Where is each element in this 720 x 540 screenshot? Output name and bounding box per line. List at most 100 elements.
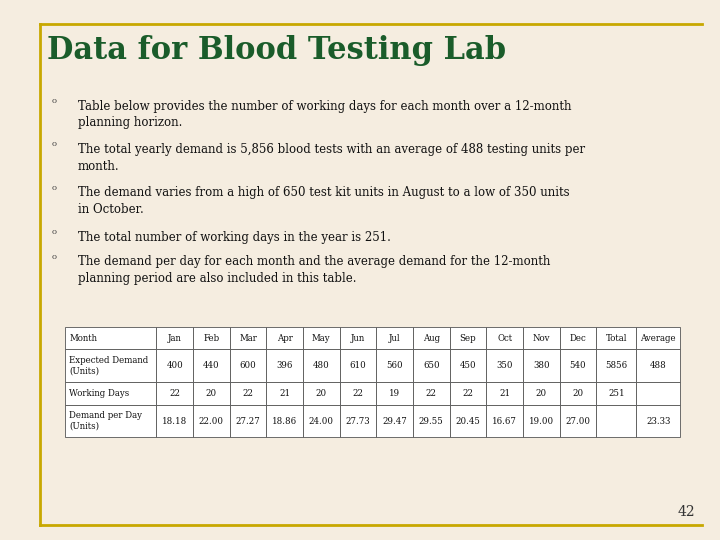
Text: 5856: 5856 <box>606 361 627 370</box>
Bar <box>449 327 486 349</box>
Text: Jan: Jan <box>168 334 181 342</box>
Bar <box>377 349 413 382</box>
Bar <box>559 349 596 382</box>
Text: 23.33: 23.33 <box>646 416 670 426</box>
Bar <box>230 349 266 382</box>
Text: 22: 22 <box>426 389 437 398</box>
Bar <box>303 327 340 349</box>
Text: 22: 22 <box>462 389 474 398</box>
Text: The demand varies from a high of 650 test kit units in August to a low of 350 un: The demand varies from a high of 650 tes… <box>78 186 570 216</box>
Text: 22: 22 <box>169 389 180 398</box>
Text: 27.00: 27.00 <box>565 416 590 426</box>
Text: 20: 20 <box>206 389 217 398</box>
Text: Feb: Feb <box>203 334 220 342</box>
Bar <box>230 327 266 349</box>
Text: The total yearly demand is 5,856 blood tests with an average of 488 testing unit: The total yearly demand is 5,856 blood t… <box>78 143 585 173</box>
Text: Jul: Jul <box>389 334 400 342</box>
Text: 450: 450 <box>459 361 476 370</box>
Bar <box>486 349 523 382</box>
Text: Average: Average <box>641 334 676 342</box>
Bar <box>377 327 413 349</box>
Bar <box>65 382 156 404</box>
Text: Sep: Sep <box>459 334 476 342</box>
Text: 380: 380 <box>533 361 549 370</box>
Bar <box>193 349 230 382</box>
Bar <box>65 327 156 349</box>
Text: 20: 20 <box>572 389 583 398</box>
Bar <box>156 382 193 404</box>
Text: Data for Blood Testing Lab: Data for Blood Testing Lab <box>47 35 506 66</box>
Text: Month: Month <box>69 334 97 342</box>
Bar <box>559 382 596 404</box>
Bar <box>596 327 636 349</box>
Text: 24.00: 24.00 <box>309 416 334 426</box>
Text: 29.55: 29.55 <box>419 416 444 426</box>
Bar <box>340 327 377 349</box>
Text: Jun: Jun <box>351 334 365 342</box>
Text: o: o <box>52 253 56 261</box>
Bar <box>596 404 636 437</box>
Bar <box>413 327 449 349</box>
Text: 22: 22 <box>353 389 364 398</box>
Text: o: o <box>52 140 56 148</box>
Bar <box>449 404 486 437</box>
Bar <box>413 349 449 382</box>
Text: 350: 350 <box>496 361 513 370</box>
Bar <box>303 349 340 382</box>
Text: 20.45: 20.45 <box>456 416 480 426</box>
Bar <box>523 382 559 404</box>
Text: 400: 400 <box>166 361 183 370</box>
Text: 20: 20 <box>536 389 546 398</box>
Bar <box>266 327 303 349</box>
Bar <box>636 349 680 382</box>
Bar <box>193 327 230 349</box>
Text: 42: 42 <box>678 505 695 519</box>
Text: 22: 22 <box>243 389 253 398</box>
Bar <box>65 349 156 382</box>
Bar <box>230 382 266 404</box>
Bar <box>193 404 230 437</box>
Text: Expected Demand
(Units): Expected Demand (Units) <box>69 356 148 376</box>
Text: Dec: Dec <box>570 334 586 342</box>
Bar <box>486 382 523 404</box>
Text: 251: 251 <box>608 389 624 398</box>
Bar <box>523 404 559 437</box>
Bar <box>636 404 680 437</box>
Bar <box>449 349 486 382</box>
Text: Apr: Apr <box>276 334 292 342</box>
Text: Demand per Day
(Units): Demand per Day (Units) <box>69 411 142 431</box>
Text: o: o <box>52 184 56 192</box>
Bar <box>303 404 340 437</box>
Bar <box>156 327 193 349</box>
Bar <box>486 404 523 437</box>
Bar <box>636 327 680 349</box>
Bar <box>65 404 156 437</box>
Text: 27.27: 27.27 <box>235 416 261 426</box>
Text: 480: 480 <box>313 361 330 370</box>
Text: o: o <box>52 228 56 236</box>
Text: 560: 560 <box>387 361 403 370</box>
Bar <box>523 349 559 382</box>
Bar <box>377 382 413 404</box>
Text: 21: 21 <box>499 389 510 398</box>
Text: May: May <box>312 334 330 342</box>
Bar <box>449 382 486 404</box>
Text: 440: 440 <box>203 361 220 370</box>
Bar <box>413 382 449 404</box>
Text: 600: 600 <box>240 361 256 370</box>
Bar <box>413 404 449 437</box>
Text: The total number of working days in the year is 251.: The total number of working days in the … <box>78 231 391 244</box>
Text: The demand per day for each month and the average demand for the 12-month
planni: The demand per day for each month and th… <box>78 255 550 285</box>
Bar <box>193 382 230 404</box>
Bar <box>266 382 303 404</box>
Text: 19: 19 <box>389 389 400 398</box>
Bar <box>266 349 303 382</box>
Text: 27.73: 27.73 <box>346 416 370 426</box>
Text: 16.67: 16.67 <box>492 416 517 426</box>
Bar <box>266 404 303 437</box>
Text: 22.00: 22.00 <box>199 416 224 426</box>
Bar <box>596 382 636 404</box>
Text: Aug: Aug <box>423 334 440 342</box>
Text: 20: 20 <box>316 389 327 398</box>
Text: o: o <box>52 97 56 105</box>
